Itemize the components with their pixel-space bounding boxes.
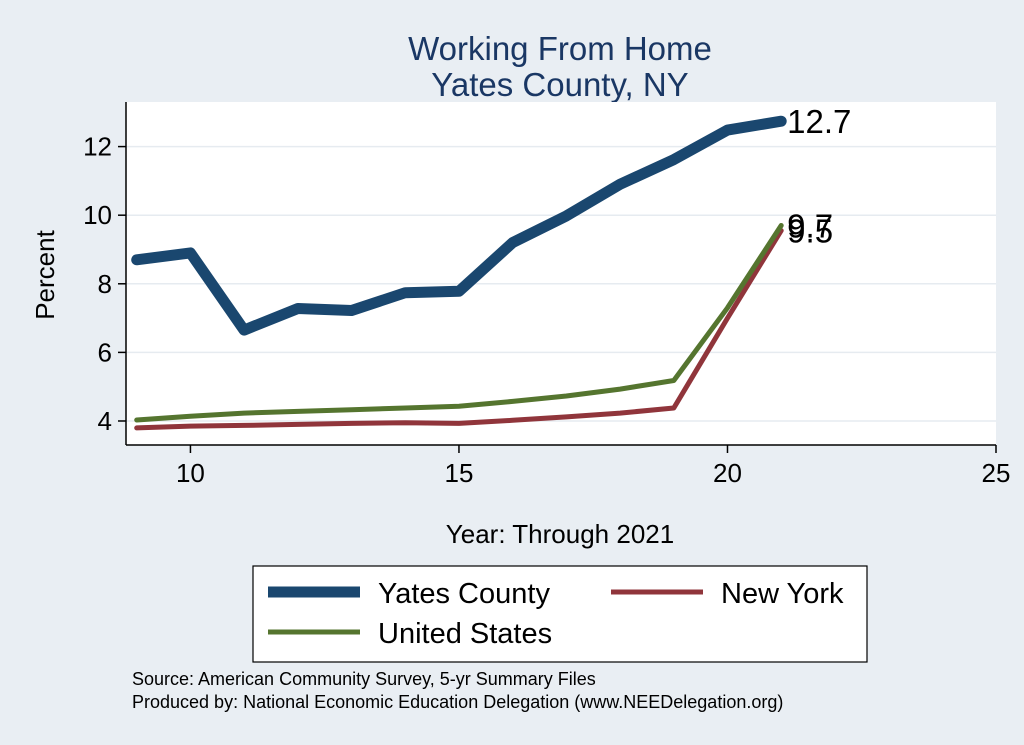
- y-tick-label: 10: [83, 200, 112, 230]
- series-line-yates-county: [131, 115, 787, 336]
- chart-title: Working From Home: [408, 30, 712, 67]
- y-tick-label: 6: [98, 337, 112, 367]
- end-labels: 12.7 9.59.7: [787, 103, 851, 249]
- series-line-new-york: [134, 228, 784, 431]
- series-lines: [131, 115, 787, 431]
- y-tick-label: 4: [98, 406, 112, 436]
- y-tick-label: 12: [83, 132, 112, 162]
- source-note: Source: American Community Survey, 5-yr …: [132, 669, 596, 689]
- x-tick-label: 20: [713, 458, 742, 488]
- producer-note: Produced by: National Economic Education…: [132, 692, 783, 712]
- legend-label-united-states: United States: [378, 618, 552, 650]
- end-label-yates-county: 12.7: [787, 103, 851, 140]
- x-axis-title: Year: Through 2021: [446, 519, 674, 549]
- chart-subtitle: Yates County, NY: [431, 66, 688, 103]
- y-tick-label: 8: [98, 269, 112, 299]
- axes: 4 6 8 10 12 10 15 20 25: [83, 102, 1010, 488]
- y-axis-title: Percent: [30, 229, 60, 319]
- x-tick-label: 15: [445, 458, 474, 488]
- legend-label-yates-county: Yates County: [378, 578, 550, 610]
- end-label-new-york: 9.5: [787, 213, 833, 250]
- x-tick-label: 25: [982, 458, 1011, 488]
- legend-label-new-york: New York: [721, 578, 844, 610]
- x-tick-label: 10: [176, 458, 205, 488]
- legend-box: [252, 565, 868, 663]
- legend: Yates County New York United States: [252, 565, 868, 663]
- series-line-united-states: [134, 223, 784, 423]
- end-label-united-states: 9.7: [787, 207, 833, 244]
- plot-area: [126, 102, 996, 445]
